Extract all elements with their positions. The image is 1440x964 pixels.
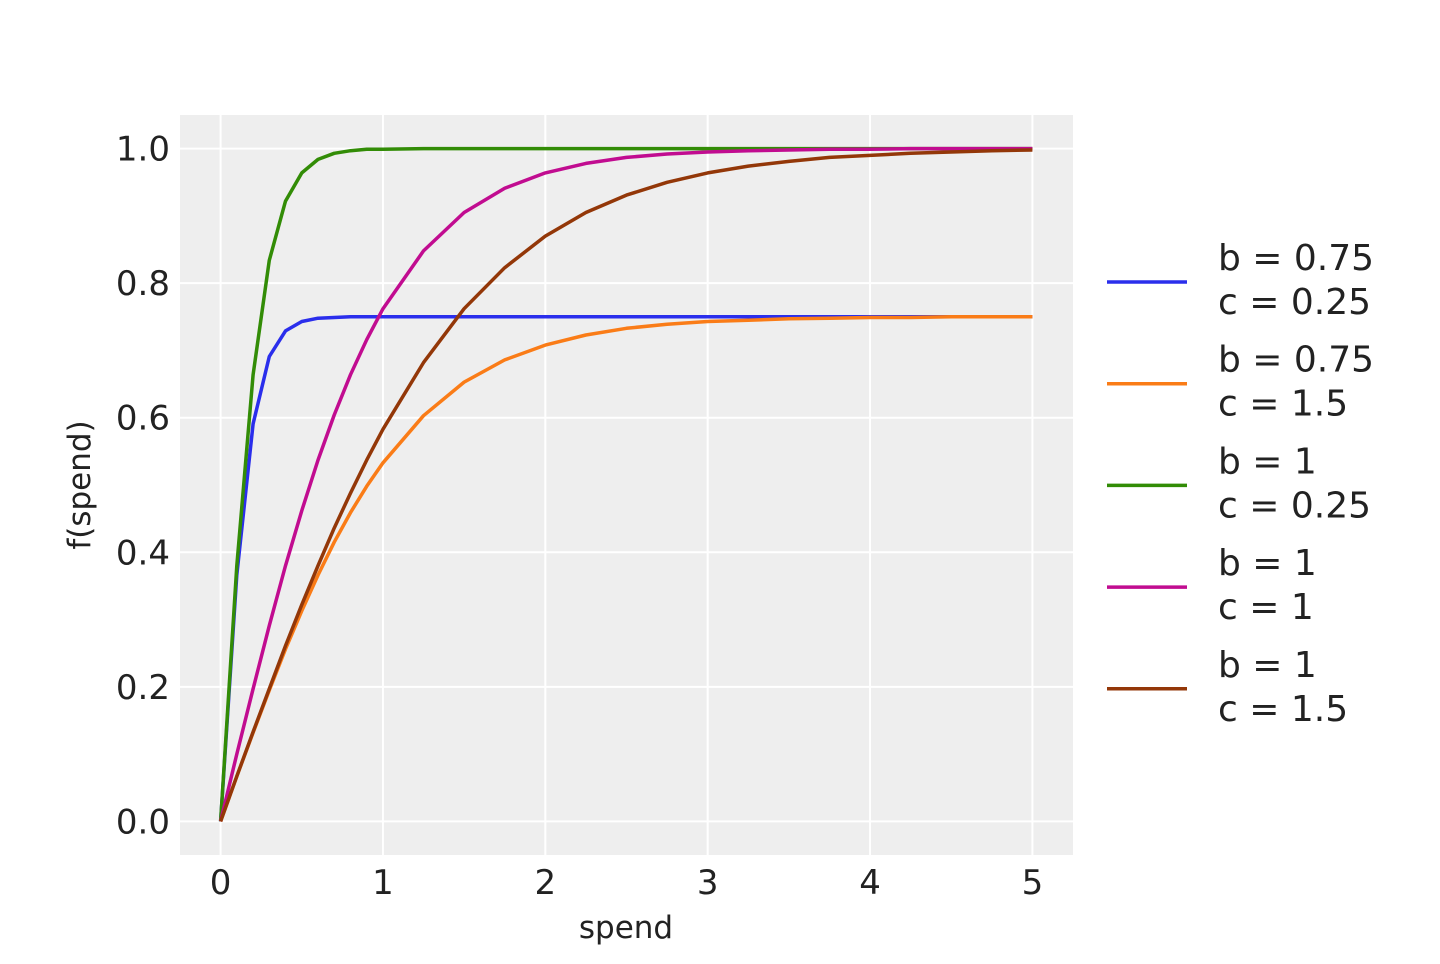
x-axis-label: spend xyxy=(579,910,673,946)
legend-label: c = 0.25 xyxy=(1218,282,1371,323)
legend-item: b = 1c = 0.25 xyxy=(1107,441,1371,526)
y-tick-label: 0.8 xyxy=(116,264,170,304)
legend-item: b = 0.75c = 0.25 xyxy=(1107,238,1374,323)
legend-label: b = 1 xyxy=(1218,441,1317,482)
grid xyxy=(180,115,1073,855)
x-tick-label: 3 xyxy=(697,863,719,903)
legend-label: b = 0.75 xyxy=(1218,238,1374,279)
tick-labels: 0 1 2 3 4 5 0.0 0.2 0.4 0.6 0.8 1.0 xyxy=(116,130,1043,903)
legend-item: b = 0.75c = 1.5 xyxy=(1107,340,1374,425)
legend: b = 0.75c = 0.25b = 0.75c = 1.5b = 1c = … xyxy=(1107,238,1374,730)
y-tick-label: 0.4 xyxy=(116,533,170,573)
legend-label: b = 1 xyxy=(1218,645,1317,686)
legend-item: b = 1c = 1.5 xyxy=(1107,645,1348,730)
legend-label: c = 1.5 xyxy=(1218,384,1348,425)
legend-item: b = 1c = 1 xyxy=(1107,543,1317,628)
series-line-3 xyxy=(218,146,1033,822)
y-tick-label: 0.2 xyxy=(116,668,170,708)
y-tick-label: 0.0 xyxy=(116,802,170,842)
x-tick-label: 1 xyxy=(372,863,394,903)
y-axis-label: f(spend) xyxy=(62,420,98,549)
x-tick-label: 4 xyxy=(859,863,881,903)
legend-label: c = 0.25 xyxy=(1218,485,1371,526)
series-group xyxy=(218,146,1033,822)
legend-label: b = 1 xyxy=(1218,543,1317,584)
series-line-4 xyxy=(218,148,1033,822)
x-tick-label: 2 xyxy=(534,863,556,903)
legend-label: c = 1 xyxy=(1218,587,1314,628)
x-tick-label: 0 xyxy=(210,863,232,903)
plot-background xyxy=(180,115,1073,855)
legend-label: b = 0.75 xyxy=(1218,340,1374,381)
legend-label: c = 1.5 xyxy=(1218,689,1348,730)
x-tick-label: 5 xyxy=(1022,863,1044,903)
y-tick-label: 0.6 xyxy=(116,399,170,439)
y-tick-label: 1.0 xyxy=(116,130,170,170)
